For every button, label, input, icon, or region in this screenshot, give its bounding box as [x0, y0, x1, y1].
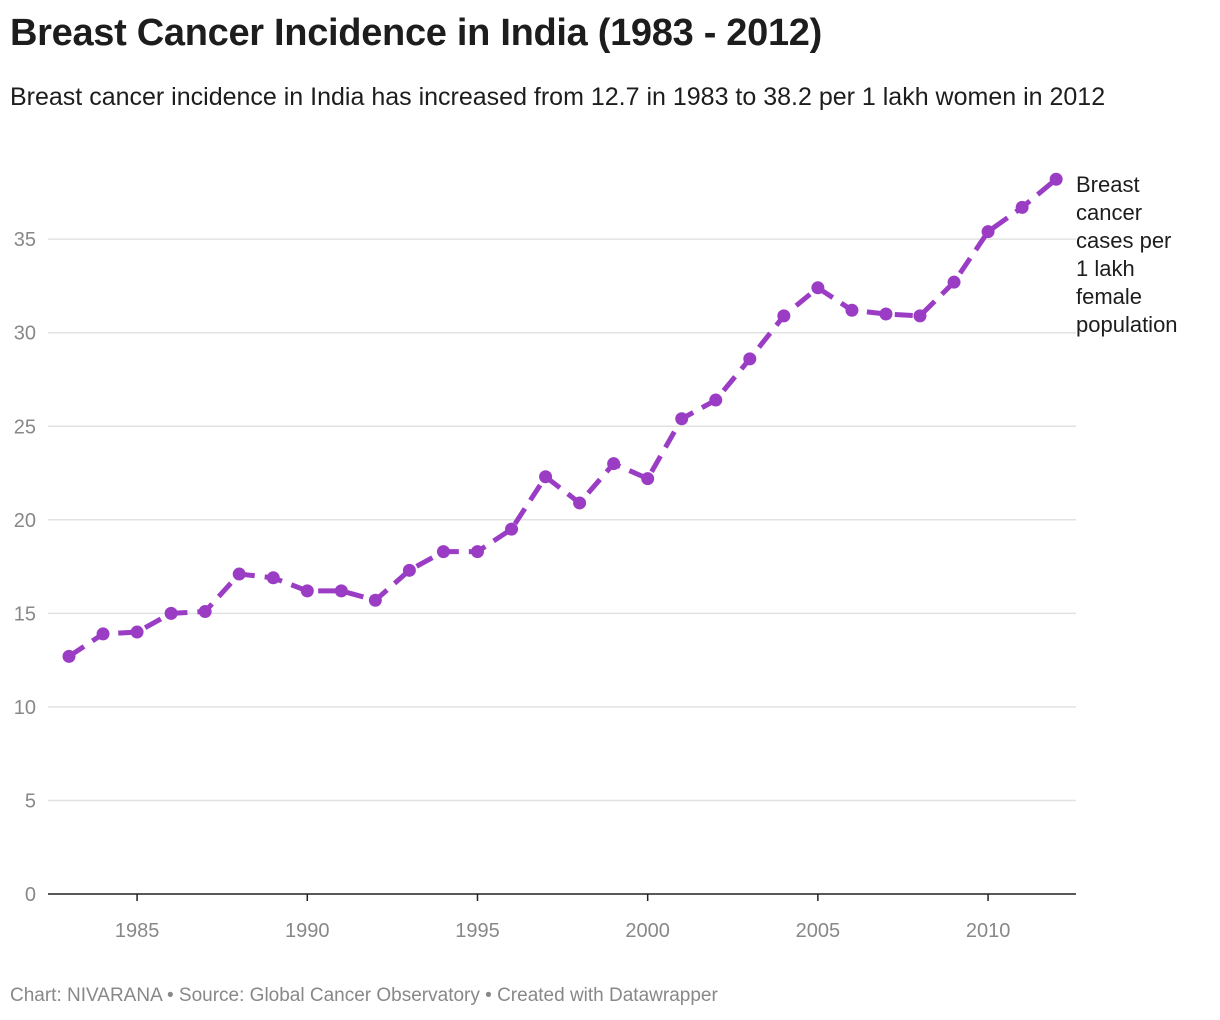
data-point	[266, 571, 280, 585]
data-point	[96, 627, 110, 641]
data-point	[334, 584, 348, 598]
data-point	[675, 412, 689, 426]
y-tick-label: 35	[14, 229, 36, 251]
x-tick-label: 2000	[625, 920, 670, 942]
data-point	[811, 281, 825, 295]
data-point	[470, 545, 484, 559]
data-point	[1015, 200, 1029, 214]
x-tick-label: 1990	[285, 920, 330, 942]
data-point	[913, 309, 927, 323]
data-point	[164, 606, 178, 620]
data-point	[641, 472, 655, 486]
data-point	[947, 275, 961, 289]
chart-footer: Chart: NIVARANA • Source: Global Cancer …	[10, 985, 718, 1006]
series-label: Breast cancer cases per 1 lakh female populat…	[1076, 172, 1178, 337]
chart-subtitle: Breast cancer incidence in India has inc…	[10, 83, 1106, 111]
x-tick-label: 2005	[796, 920, 841, 942]
data-point	[436, 545, 450, 559]
data-point	[845, 303, 859, 317]
y-tick-label: 0	[25, 884, 36, 906]
y-tick-label: 15	[14, 603, 36, 625]
series-line	[67, 177, 1058, 659]
y-tick-label: 20	[14, 510, 36, 532]
data-point	[198, 604, 212, 618]
data-point	[130, 625, 144, 639]
data-point	[777, 309, 791, 323]
chart-title: Breast Cancer Incidence in India (1983 -…	[10, 12, 822, 54]
y-tick-label: 30	[14, 323, 36, 345]
data-point	[709, 393, 723, 407]
data-point	[505, 522, 519, 536]
x-tick-label: 1995	[455, 920, 500, 942]
data-point	[981, 225, 995, 239]
data-point	[62, 649, 76, 663]
y-tick-label: 5	[25, 790, 36, 812]
data-point	[573, 496, 587, 510]
data-point	[539, 470, 553, 484]
data-point	[300, 584, 314, 598]
data-point	[743, 352, 757, 366]
data-point	[879, 307, 893, 321]
x-tick-label: 2010	[966, 920, 1011, 942]
data-point	[232, 567, 246, 581]
x-tick-label: 1985	[115, 920, 160, 942]
y-tick-label: 25	[14, 416, 36, 438]
data-point	[607, 457, 621, 471]
y-tick-label: 10	[14, 697, 36, 719]
data-point	[1049, 172, 1063, 186]
data-point	[402, 563, 416, 577]
data-point	[368, 593, 382, 607]
